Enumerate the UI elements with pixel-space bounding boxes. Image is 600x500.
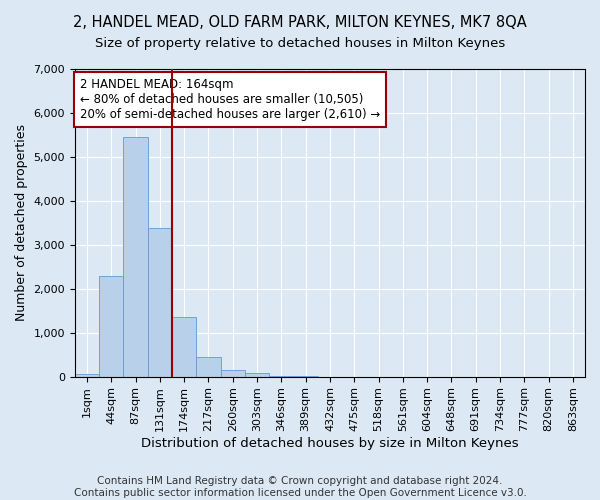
X-axis label: Distribution of detached houses by size in Milton Keynes: Distribution of detached houses by size …	[141, 437, 519, 450]
Bar	[172, 318, 196, 376]
Bar	[75, 374, 99, 376]
Y-axis label: Number of detached properties: Number of detached properties	[15, 124, 28, 322]
Text: Contains HM Land Registry data © Crown copyright and database right 2024.
Contai: Contains HM Land Registry data © Crown c…	[74, 476, 526, 498]
Bar	[245, 373, 269, 376]
Text: Size of property relative to detached houses in Milton Keynes: Size of property relative to detached ho…	[95, 38, 505, 51]
Bar	[99, 276, 124, 376]
Bar	[196, 357, 221, 376]
Text: 2, HANDEL MEAD, OLD FARM PARK, MILTON KEYNES, MK7 8QA: 2, HANDEL MEAD, OLD FARM PARK, MILTON KE…	[73, 15, 527, 30]
Bar	[148, 228, 172, 376]
Bar	[124, 137, 148, 376]
Text: 2 HANDEL MEAD: 164sqm
← 80% of detached houses are smaller (10,505)
20% of semi-: 2 HANDEL MEAD: 164sqm ← 80% of detached …	[80, 78, 380, 121]
Bar	[221, 370, 245, 376]
